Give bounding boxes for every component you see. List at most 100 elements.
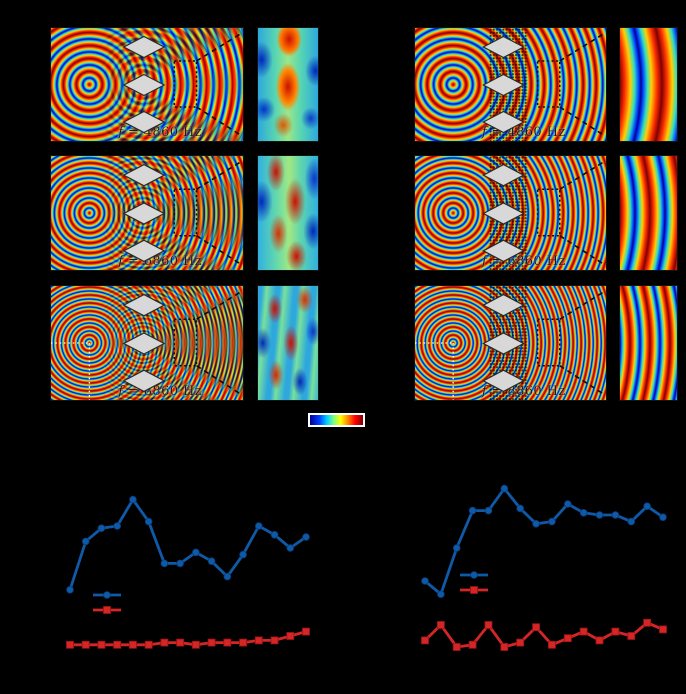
series-red-marker [563,634,572,643]
series-blue-marker [579,508,588,517]
zoom-region-outline [536,318,561,367]
series-blue-marker [66,586,74,594]
diamond-scatterer [122,163,166,187]
legend-series-red-marker [103,606,111,614]
panel-overlay [415,290,606,400]
series-blue-marker [223,572,232,581]
zoom-fan-line [196,106,243,137]
diamond-scatterer [482,332,525,355]
series-red-marker [239,638,247,647]
series-blue-marker [611,511,620,519]
series-red-marker [286,632,295,640]
series-red-marker [223,638,232,647]
series-red-marker [160,638,169,647]
series-blue-marker [113,522,121,530]
series-blue-marker [484,506,493,515]
series-red-marker [532,623,540,632]
zoom-fan-line [196,32,243,62]
series-blue-marker [421,577,429,585]
series-red-marker [595,636,604,645]
panel-overlay [51,290,243,400]
diamond-scatterer [122,239,166,263]
series-blue-marker [452,544,461,552]
diamond-scatterer [482,369,525,393]
zoom-fan-line [196,235,243,266]
wavefield-panel-uncloaked-8860: f = 8860 Hz [50,285,244,401]
series-blue-line [424,486,664,597]
series-red-marker [627,632,636,640]
colorbar [308,413,365,427]
zoom-region-outline [173,188,198,237]
inset-zoom-cloaked-8860 [619,285,678,401]
series-red-marker [254,636,263,645]
series-red-marker [436,621,445,629]
series-red-marker [270,636,279,645]
zoom-region-outline [173,60,198,108]
panel-overlay [122,32,243,137]
diamond-scatterer [122,73,166,97]
series-red-marker [113,640,122,649]
series-red-marker [643,618,652,627]
diamond-scatterer [122,332,166,355]
series-blue-marker [548,517,556,526]
panel-overlay [122,160,243,266]
zoom-fan-line [196,160,243,190]
series-blue-marker [160,559,169,568]
series-blue-marker [192,548,200,557]
zoom-fan-line [196,290,243,320]
series-blue-marker [302,533,310,541]
wavefield-panel-cloaked-8860: f = 8860 Hz [414,285,607,401]
series-red-marker [500,643,509,651]
series-blue-marker [286,544,295,552]
series-blue-marker [532,520,540,528]
diamond-scatterer [482,110,525,134]
zoom-fan-line [559,290,606,320]
series-red-marker [129,640,137,649]
diamond-scatterer [482,163,525,187]
diamond-scatterer [482,35,525,59]
series-red-marker [421,636,429,645]
zoom-fan-line [559,160,606,190]
panel-overlay [482,32,606,137]
line-chart-left [66,495,310,649]
series-red-marker [484,621,493,629]
legend-series-blue-marker [103,591,111,599]
inset-zoom-uncloaked-8860 [257,285,319,401]
diamond-scatterer [482,239,525,263]
panel-overlay [482,160,606,266]
series-red-marker [302,627,310,636]
series-blue-marker [270,531,279,539]
zoom-fan-line [559,106,606,137]
diamond-scatterer [482,293,525,317]
legend-series-blue-marker [470,571,478,579]
diamond-scatterer [122,35,166,59]
series-red-marker [516,638,525,647]
series-blue-marker [129,495,137,504]
series-blue-marker [81,537,90,546]
diamond-scatterer [122,202,166,225]
inset-zoom-cloaked-4860 [619,27,678,142]
series-blue-marker [255,522,263,530]
zoom-fan-line [559,365,606,396]
series-blue-marker [516,504,524,513]
series-blue-line [68,497,307,591]
inset-zoom-cloaked-6860 [619,155,678,271]
series-blue-marker [627,517,636,526]
wavefield-panel-cloaked-4860: f = 4860 Hz [414,27,607,142]
series-red-marker [452,643,461,651]
wavefield-panel-uncloaked-4860: f = 4860 Hz [50,27,244,142]
diamond-scatterer [482,202,525,225]
series-red-marker [207,638,216,647]
zoom-region-outline [536,188,561,237]
series-blue-marker [176,559,184,568]
wavefield-panel-uncloaked-6860: f = 6860 Hz [50,155,244,271]
zoom-fan-line [559,32,606,62]
zoom-fan-line [559,235,606,266]
series-blue-marker [437,590,445,599]
diamond-scatterer [122,110,166,134]
series-red-marker [579,627,588,636]
line-chart-right [421,484,667,651]
wavefield-panel-cloaked-6860: f = 6860 Hz [414,155,607,271]
series-red-marker [548,640,556,649]
